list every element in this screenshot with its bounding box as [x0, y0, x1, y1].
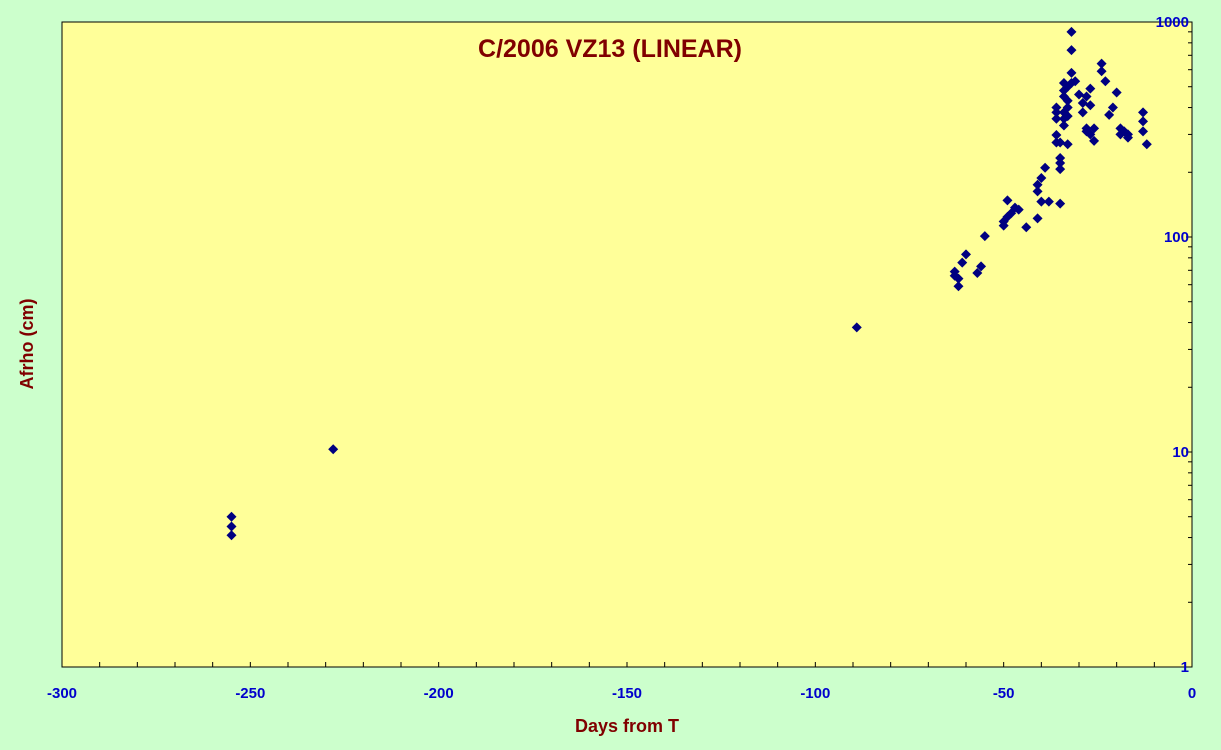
data-point [1055, 153, 1066, 164]
y-minor-ticks [1186, 21, 1192, 668]
x-tick-label: -100 [800, 685, 830, 702]
data-point [1013, 204, 1024, 215]
data-point [1096, 58, 1107, 69]
data-point [1138, 107, 1149, 118]
data-point [1058, 120, 1069, 131]
chart-title: C/2006 VZ13 (LINEAR) [478, 35, 742, 63]
x-tick-label: -300 [47, 685, 77, 702]
data-point [957, 257, 968, 268]
data-point [1122, 129, 1133, 140]
data-point [1085, 83, 1096, 94]
x-axis-label: Days from T [575, 716, 679, 736]
data-point [1032, 213, 1043, 224]
data-point [979, 231, 990, 242]
data-point [1036, 196, 1047, 207]
data-point [226, 530, 237, 541]
data-point [1107, 102, 1118, 113]
data-point [1100, 76, 1111, 87]
data-point [976, 261, 987, 272]
data-point [972, 268, 983, 279]
data-point [1081, 91, 1092, 102]
data-point [1055, 164, 1066, 175]
data-point [1141, 139, 1152, 150]
data-point [1036, 173, 1047, 184]
data-point [1051, 130, 1062, 141]
data-point [1066, 26, 1077, 37]
data-point [1043, 196, 1054, 207]
data-point [1032, 186, 1043, 197]
data-point [1040, 162, 1051, 173]
data-point [1055, 137, 1066, 148]
data-point [1032, 179, 1043, 190]
data-point [328, 444, 339, 455]
data-point [1138, 126, 1149, 137]
data-point [1051, 102, 1062, 113]
data-point [1062, 111, 1073, 122]
plot-area [61, 21, 1193, 668]
data-point [1089, 123, 1100, 134]
data-point [1111, 87, 1122, 98]
data-point [1085, 100, 1096, 111]
data-points [226, 26, 1152, 541]
x-tick-label: 0 [1188, 685, 1196, 702]
data-point [1062, 95, 1073, 106]
data-point [1089, 135, 1100, 146]
data-point [1066, 67, 1077, 78]
data-point [1077, 107, 1088, 118]
data-point [1021, 222, 1032, 233]
y-tick-labels: 1 10 100 1000 [1156, 14, 1189, 676]
x-tick-label: -250 [235, 685, 265, 702]
data-point [1074, 89, 1084, 100]
data-point [226, 511, 237, 522]
data-point [961, 249, 971, 260]
data-point [1138, 116, 1149, 127]
x-tick-label: -200 [424, 685, 454, 702]
x-tick-label: -150 [612, 685, 642, 702]
x-minor-ticks [61, 662, 1193, 667]
y-tick-label: 100 [1164, 229, 1189, 246]
data-point [1096, 66, 1107, 77]
data-point [1077, 98, 1088, 109]
y-tick-label: 1000 [1156, 14, 1189, 31]
data-point [949, 266, 960, 277]
data-point [1104, 109, 1115, 120]
data-point [1070, 76, 1081, 87]
y-tick-label: 1 [1181, 659, 1189, 676]
data-point [1002, 195, 1013, 206]
data-point [1062, 102, 1073, 113]
y-tick-label: 10 [1172, 444, 1189, 461]
data-point [851, 322, 862, 333]
data-point [1051, 113, 1062, 124]
y-axis-label: Afrho (cm) [17, 299, 37, 390]
x-tick-labels: -300 -250 -200 -150 -100 -50 0 [47, 685, 1196, 702]
data-point [953, 281, 964, 292]
data-point [226, 521, 237, 532]
data-point [953, 273, 964, 284]
data-point [1055, 198, 1066, 209]
data-point [1066, 45, 1077, 56]
x-tick-label: -50 [993, 685, 1015, 702]
data-point [1062, 139, 1073, 150]
